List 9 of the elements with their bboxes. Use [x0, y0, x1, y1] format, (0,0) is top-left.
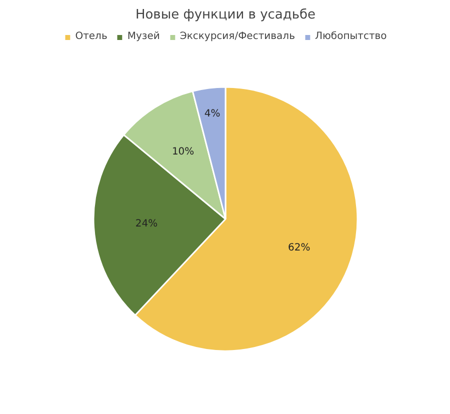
legend-label: Любопытство [314, 31, 387, 42]
legend-label: Экскурсия/Фестиваль [180, 31, 295, 42]
legend-label: Музей [127, 31, 160, 42]
data-label: 62% [288, 242, 310, 254]
data-label: 24% [135, 218, 158, 230]
data-label: 10% [172, 146, 194, 158]
chart-title: Новые функции в усадьбе [135, 8, 316, 22]
data-label: 4% [204, 108, 220, 120]
legend-label: Отель [75, 31, 108, 42]
